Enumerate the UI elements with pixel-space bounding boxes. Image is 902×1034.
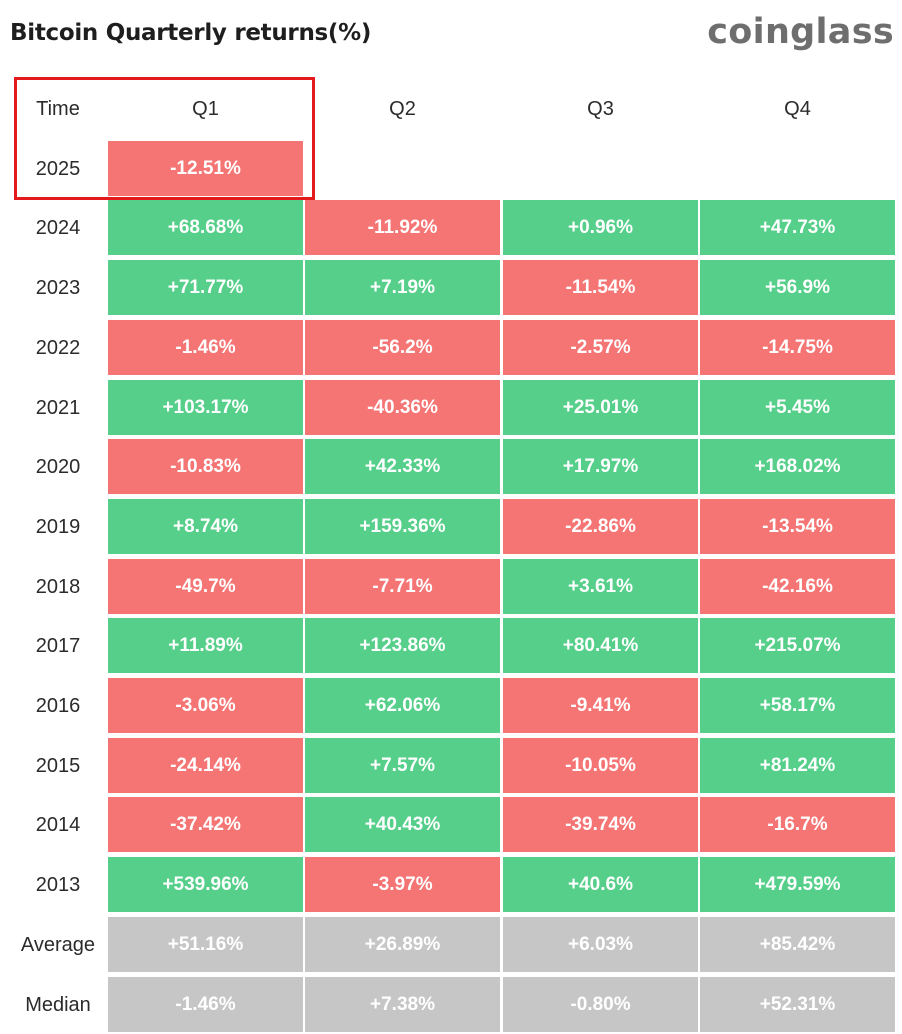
return-cell: -12.51%: [108, 140, 303, 196]
return-cell: +5.45%: [700, 379, 895, 435]
time-header: Time: [36, 98, 80, 120]
year-label: 2014: [35, 814, 81, 837]
return-cell: +0.96%: [503, 200, 698, 256]
return-cell: -2.57%: [503, 319, 698, 375]
return-cell: -13.54%: [700, 498, 895, 554]
year-label: 2022: [35, 336, 81, 359]
year-label: 2021: [35, 396, 81, 419]
return-cell: -16.7%: [700, 797, 895, 853]
stat-row: Average +51.16% +26.89% +6.03% +85.42%: [0, 916, 902, 974]
stat-label: Median: [25, 993, 91, 1016]
year-row: 2017 +11.89% +123.86% +80.41% +215.07%: [0, 617, 902, 675]
return-cell: -22.86%: [503, 498, 698, 554]
return-cell: +40.43%: [305, 797, 500, 853]
return-cell: -7.71%: [305, 558, 500, 614]
return-cell: +17.97%: [503, 439, 698, 495]
return-cell: +52.31%: [700, 976, 895, 1032]
return-cell: +56.9%: [700, 260, 895, 316]
return-cell: -24.14%: [108, 737, 303, 793]
return-cell: [503, 141, 698, 196]
return-cell: -1.46%: [108, 976, 303, 1032]
return-cell: +58.17%: [700, 678, 895, 733]
return-cell: +168.02%: [700, 439, 895, 495]
return-cell: +85.42%: [700, 916, 895, 972]
return-cell: -11.54%: [503, 260, 698, 316]
year-row: 2025 -12.51%: [0, 140, 902, 198]
return-cell: [700, 141, 895, 196]
year-row: 2013 +539.96% -3.97% +40.6% +479.59%: [0, 856, 902, 914]
coinglass-logo: coinglass: [707, 12, 894, 52]
return-cell: -0.80%: [503, 976, 698, 1032]
year-label: 2024: [35, 217, 81, 240]
year-row: 2024 +68.68% -11.92% +0.96% +47.73%: [0, 199, 902, 257]
quarter-header-q3: Q3: [587, 98, 614, 120]
header-row: Time Q1 Q2 Q3 Q4: [0, 80, 902, 138]
stat-label: Average: [20, 933, 96, 956]
return-cell: +103.17%: [108, 379, 303, 435]
return-cell: +26.89%: [305, 916, 500, 972]
return-cell: +81.24%: [700, 737, 895, 793]
year-row: 2019 +8.74% +159.36% -22.86% -13.54%: [0, 498, 902, 556]
year-row: 2014 -37.42% +40.43% -39.74% -16.7%: [0, 796, 902, 854]
return-cell: -1.46%: [108, 319, 303, 375]
return-cell: +3.61%: [503, 558, 698, 614]
return-cell: -10.83%: [108, 439, 303, 495]
year-label: 2023: [35, 277, 81, 300]
year-label: 2016: [35, 695, 81, 717]
year-label: 2015: [35, 754, 81, 777]
return-cell: -11.92%: [305, 200, 500, 256]
return-cell: +40.6%: [503, 857, 698, 913]
year-row: 2023 +71.77% +7.19% -11.54% +56.9%: [0, 259, 902, 317]
year-row: 2015 -24.14% +7.57% -10.05% +81.24%: [0, 737, 902, 795]
year-label: 2020: [35, 456, 81, 479]
return-cell: +539.96%: [108, 857, 303, 913]
year-label: 2025: [35, 157, 81, 180]
return-cell: -42.16%: [700, 558, 895, 614]
year-row: 2022 -1.46% -56.2% -2.57% -14.75%: [0, 319, 902, 377]
return-cell: +71.77%: [108, 260, 303, 316]
year-label: 2019: [35, 515, 81, 538]
return-cell: +42.33%: [305, 439, 500, 495]
stat-row: Median -1.46% +7.38% -0.80% +52.31%: [0, 976, 902, 1034]
year-row: 2021 +103.17% -40.36% +25.01% +5.45%: [0, 379, 902, 437]
return-cell: +51.16%: [108, 916, 303, 972]
quarter-header-q4: Q4: [784, 98, 811, 120]
return-cell: +62.06%: [305, 678, 500, 733]
return-cell: -37.42%: [108, 797, 303, 853]
return-cell: -9.41%: [503, 678, 698, 733]
quarter-header-q2: Q2: [389, 98, 416, 120]
return-cell: +479.59%: [700, 857, 895, 913]
return-cell: +123.86%: [305, 618, 500, 674]
return-cell: -56.2%: [305, 319, 500, 375]
return-cell: -3.06%: [108, 678, 303, 733]
return-cell: +8.74%: [108, 498, 303, 554]
year-label: 2013: [35, 874, 81, 897]
year-label: 2017: [35, 635, 81, 658]
return-cell: [305, 141, 500, 196]
return-cell: +159.36%: [305, 498, 500, 554]
year-label: 2018: [35, 575, 81, 598]
year-row: 2016 -3.06% +62.06% -9.41% +58.17%: [0, 677, 902, 735]
return-cell: +68.68%: [108, 200, 303, 256]
return-cell: -14.75%: [700, 319, 895, 375]
year-row: 2018 -49.7% -7.71% +3.61% -42.16%: [0, 558, 902, 616]
return-cell: +80.41%: [503, 618, 698, 674]
year-row: 2020 -10.83% +42.33% +17.97% +168.02%: [0, 438, 902, 496]
return-cell: -10.05%: [503, 737, 698, 793]
return-cell: +7.57%: [305, 737, 500, 793]
return-cell: +47.73%: [700, 200, 895, 256]
return-cell: +215.07%: [700, 618, 895, 674]
quarter-header-q1: Q1: [192, 98, 219, 120]
page-title: Bitcoin Quarterly returns(%): [10, 20, 372, 46]
return-cell: -3.97%: [305, 857, 500, 913]
return-cell: +11.89%: [108, 618, 303, 674]
return-cell: +7.19%: [305, 260, 500, 316]
return-cell: -40.36%: [305, 379, 500, 435]
return-cell: +7.38%: [305, 976, 500, 1032]
return-cell: +6.03%: [503, 916, 698, 972]
return-cell: -49.7%: [108, 558, 303, 614]
return-cell: +25.01%: [503, 379, 698, 435]
return-cell: -39.74%: [503, 797, 698, 853]
